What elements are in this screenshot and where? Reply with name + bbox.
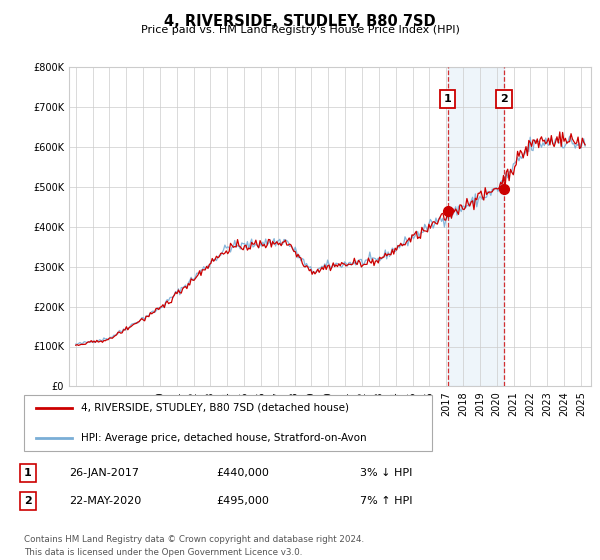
Text: 7% ↑ HPI: 7% ↑ HPI [360,496,413,506]
Text: 2: 2 [500,94,508,104]
Text: HPI: Average price, detached house, Stratford-on-Avon: HPI: Average price, detached house, Stra… [81,433,367,443]
Text: Price paid vs. HM Land Registry's House Price Index (HPI): Price paid vs. HM Land Registry's House … [140,25,460,35]
Text: 1: 1 [24,468,32,478]
Text: £495,000: £495,000 [216,496,269,506]
Text: 22-MAY-2020: 22-MAY-2020 [69,496,141,506]
Text: Contains HM Land Registry data © Crown copyright and database right 2024.
This d: Contains HM Land Registry data © Crown c… [24,535,364,557]
Text: £440,000: £440,000 [216,468,269,478]
Text: 3% ↓ HPI: 3% ↓ HPI [360,468,412,478]
Text: 2: 2 [24,496,32,506]
Bar [448,67,504,386]
Text: 4, RIVERSIDE, STUDLEY, B80 7SD (detached house): 4, RIVERSIDE, STUDLEY, B80 7SD (detached… [81,403,349,413]
Text: 4, RIVERSIDE, STUDLEY, B80 7SD: 4, RIVERSIDE, STUDLEY, B80 7SD [164,14,436,29]
Text: 26-JAN-2017: 26-JAN-2017 [69,468,139,478]
Text: 1: 1 [443,94,451,104]
